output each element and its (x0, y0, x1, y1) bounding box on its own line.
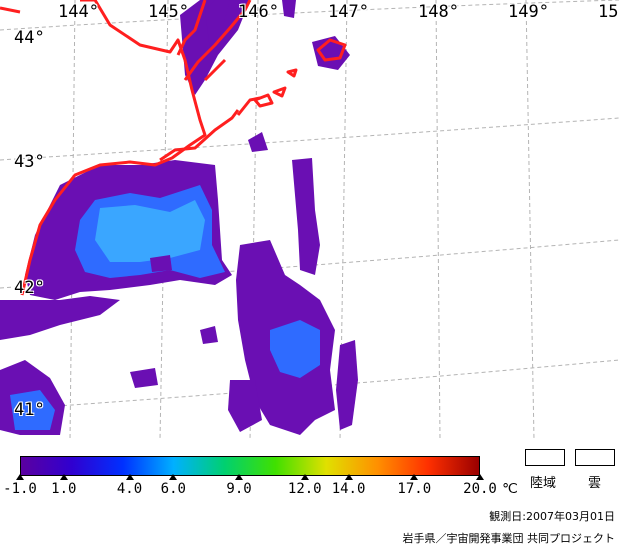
lon-label-145: 145° (148, 2, 189, 22)
coastline-island-2 (272, 86, 287, 98)
lat-label-43: 43° (14, 152, 45, 172)
latitude-line-43 (0, 117, 619, 161)
sst-patch-lower-mid (228, 380, 262, 432)
colorbar-tick (300, 474, 309, 480)
colorbar-tick-label: 20.0 (463, 481, 497, 497)
lon-label-147: 147° (328, 2, 369, 22)
lon-label-150: 15 (598, 2, 619, 22)
coastline-islet (286, 68, 298, 78)
sst-patch-small-1 (130, 368, 158, 388)
sst-patch-small-2 (200, 326, 218, 344)
coastline-kunashiri-west (176, 0, 207, 56)
colorbar-tick (410, 474, 419, 480)
colorbar-tick-label: 6.0 (160, 481, 186, 497)
colorbar-tick-label: 17.0 (397, 481, 432, 497)
sst-patch-central-blue (270, 320, 320, 378)
temperature-colorbar (20, 456, 480, 476)
latitude-line-44 (0, 0, 619, 31)
coastline-hokkaido (20, 0, 207, 296)
cloud-legend-swatch (575, 449, 615, 466)
colorbar-tick-label: 9.0 (226, 481, 252, 497)
lon-label-146: 146° (238, 2, 279, 22)
colorbar-tick-label: -1.0 (3, 481, 37, 497)
longitude-line-149 (525, 0, 535, 440)
coastline-island-1 (253, 93, 274, 108)
coastline-north-cape (0, 0, 95, 14)
sst-patch-east (336, 340, 358, 430)
colorbar-tick (169, 474, 178, 480)
sst-patch-south-strip (0, 296, 120, 340)
sst-patch-band (292, 158, 320, 275)
sst-data-layer (0, 0, 358, 435)
coastline-kunashiri (183, 0, 252, 81)
colorbar-tick (344, 474, 353, 480)
map-svg (0, 0, 619, 440)
sst-patch-light-blue (95, 200, 205, 262)
sst-patch-kurils (205, 0, 230, 50)
colorbar-tick-label: 12.0 (287, 481, 322, 497)
lat-label-44: 44° (14, 28, 45, 48)
lat-label-41: 41° (14, 400, 45, 420)
cloud-legend-label: 雲 (588, 476, 602, 491)
colorbar-tick (235, 474, 244, 480)
colorbar-tick (476, 474, 484, 480)
credit-text: 岩手県／宇宙開発事業団 共同プロジェクト (402, 532, 616, 545)
colorbar-unit: ℃ (502, 481, 518, 497)
land-legend-label: 陸域 (530, 476, 557, 491)
longitude-line-148 (435, 0, 441, 440)
sst-patch-small-4 (248, 132, 268, 152)
observation-date: 観測日:2007年03月01日 (489, 510, 615, 523)
sst-map (0, 0, 619, 440)
coastline-shiretoko (159, 109, 240, 162)
sst-patch-southwest-blue (10, 390, 55, 430)
lon-label-148: 148° (418, 2, 459, 22)
colorbar-tick (59, 474, 68, 480)
colorbar-tick-label: 4.0 (116, 481, 143, 497)
colorbar-tick-label: 1.0 (51, 481, 77, 497)
lon-label-144: 144° (58, 2, 99, 22)
colorbar-tick-label: 14.0 (331, 481, 366, 497)
coastline (0, 0, 347, 296)
land-legend-swatch (525, 449, 565, 466)
lat-label-42: 42° (14, 278, 45, 298)
coastline-kunashiri-east (203, 58, 227, 82)
sst-patch-small-3 (150, 255, 172, 272)
lon-label-149: 149° (508, 2, 549, 22)
coastline-shikotan (316, 38, 347, 62)
colorbar-tick (16, 474, 24, 480)
sst-patch-north-small (282, 0, 296, 18)
colorbar-tick (125, 474, 134, 480)
